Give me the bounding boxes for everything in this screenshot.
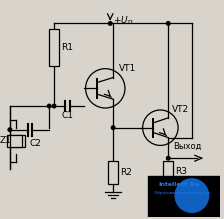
Circle shape xyxy=(166,22,170,25)
Text: R2: R2 xyxy=(120,168,132,177)
Text: Выход: Выход xyxy=(173,142,202,151)
Bar xyxy=(148,176,220,217)
Text: R3: R3 xyxy=(175,167,187,176)
Text: Intellect.Ru: Intellect.Ru xyxy=(158,182,200,187)
Text: R1: R1 xyxy=(61,43,73,52)
Circle shape xyxy=(166,156,170,160)
Text: C1: C1 xyxy=(62,111,74,120)
Circle shape xyxy=(111,126,115,129)
Text: C2: C2 xyxy=(30,139,41,148)
Circle shape xyxy=(8,128,12,131)
Circle shape xyxy=(175,179,209,212)
Text: $+U_{\Pi}$: $+U_{\Pi}$ xyxy=(113,14,134,27)
Circle shape xyxy=(143,110,178,145)
Text: VT1: VT1 xyxy=(119,64,136,73)
Circle shape xyxy=(47,104,51,108)
Text: Z1: Z1 xyxy=(0,136,12,145)
Bar xyxy=(49,29,59,66)
Text: Образовательный портал: Образовательный портал xyxy=(155,191,210,195)
Circle shape xyxy=(86,69,125,108)
Text: VT2: VT2 xyxy=(172,105,189,114)
Bar xyxy=(163,161,173,182)
Bar xyxy=(108,161,118,184)
Bar xyxy=(10,135,22,147)
Circle shape xyxy=(108,22,112,25)
Bar xyxy=(7,135,25,147)
Circle shape xyxy=(52,104,56,108)
